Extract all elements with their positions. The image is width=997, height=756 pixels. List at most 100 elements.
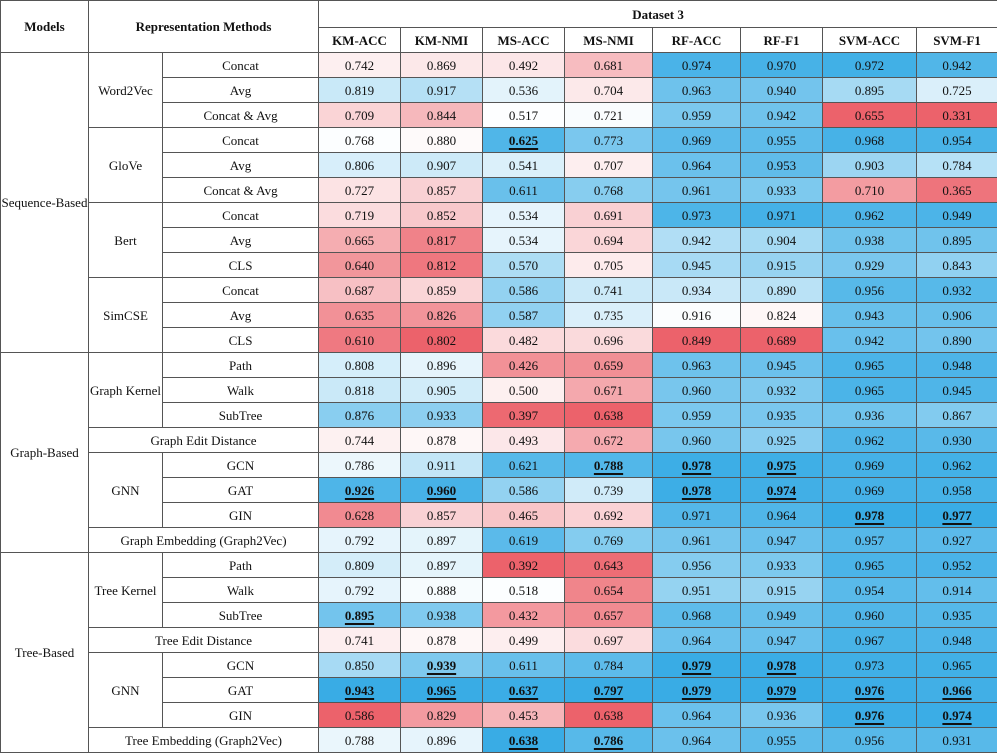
metric-value: 0.788	[593, 457, 624, 473]
metric-value: 0.587	[508, 307, 539, 323]
metric-value: 0.878	[426, 432, 457, 448]
metric-value: 0.972	[854, 57, 885, 73]
metric-cell: 0.707	[564, 152, 654, 178]
metric-cell: 0.974	[652, 52, 742, 78]
metric-cell: 0.955	[740, 127, 824, 153]
metric-value: 0.492	[508, 57, 539, 73]
metric-value: 0.818	[344, 382, 375, 398]
metric-value: 0.925	[766, 432, 797, 448]
method-variant-label: GIN	[161, 702, 320, 728]
metric-cell: 0.962	[916, 452, 997, 478]
metric-cell: 0.818	[318, 377, 402, 403]
metric-value: 0.959	[681, 107, 712, 123]
metric-cell: 0.960	[822, 602, 918, 628]
metric-cell: 0.903	[822, 152, 918, 178]
metric-cell: 0.945	[916, 377, 997, 403]
metric-value: 0.397	[508, 407, 539, 423]
metric-value: 0.773	[593, 132, 624, 148]
metric-value: 0.725	[942, 82, 972, 98]
metric-cell: 0.638	[564, 402, 654, 428]
metric-cell: 0.741	[564, 277, 654, 303]
metric-value: 0.961	[681, 182, 712, 198]
metric-cell: 0.953	[740, 152, 824, 178]
metric-value: 0.945	[942, 382, 972, 398]
metric-cell: 0.907	[400, 152, 484, 178]
method-variant-label: GAT	[161, 677, 320, 703]
metric-cell: 0.914	[916, 577, 997, 603]
metric-cell: 0.976	[822, 702, 918, 728]
metric-value: 0.611	[509, 182, 538, 198]
table-row: Avg 0.806 0.907 0.541 0.707 0.964 0.953 0.903 0.…	[1, 152, 997, 178]
table-row: Graph Embedding (Graph2Vec) 0.792 0.897 0.6…	[1, 527, 997, 553]
table-row: Walk 0.818 0.905 0.500 0.671 0.960 0.932 0.965 0…	[1, 377, 997, 403]
metric-value: 0.808	[344, 357, 375, 373]
metric-cell: 0.727	[318, 177, 402, 203]
metric-cell: 0.610	[318, 327, 402, 353]
table-row: GAT 0.926 0.960 0.586 0.739 0.978 0.974 0.969 0.…	[1, 477, 997, 503]
metric-value: 0.966	[942, 682, 972, 698]
metric-cell: 0.947	[740, 527, 824, 553]
metric-value: 0.964	[681, 157, 712, 173]
table-row: GNN GCN 0.786 0.911 0.621 0.788 0.978 0.975 0.96…	[1, 452, 997, 528]
metric-cell: 0.744	[318, 427, 402, 453]
metric-value: 0.917	[426, 82, 457, 98]
metric-cell: 0.968	[652, 602, 742, 628]
metric-value: 0.635	[344, 307, 375, 323]
metric-value: 0.979	[681, 682, 712, 698]
metric-value: 0.536	[508, 82, 539, 98]
metric-value: 0.876	[344, 407, 375, 423]
metric-value: 0.977	[942, 507, 972, 523]
metric-value: 0.824	[766, 307, 797, 323]
metric-header: MS-ACC	[482, 27, 566, 53]
metric-cell: 0.963	[652, 77, 742, 103]
metric-cell: 0.637	[482, 677, 566, 703]
table-row: GNN GCN 0.850 0.939 0.611 0.784 0.979 0.978 0.97…	[1, 652, 997, 728]
metric-cell: 0.725	[916, 77, 997, 103]
metric-value: 0.933	[766, 557, 797, 573]
metric-value: 0.945	[681, 257, 712, 273]
model-group-label: Graph-Based	[0, 352, 89, 553]
metric-cell: 0.888	[400, 577, 484, 603]
metric-cell: 0.935	[740, 402, 824, 428]
metric-cell: 0.819	[318, 77, 402, 103]
metric-value: 0.916	[681, 307, 712, 323]
metric-value: 0.586	[508, 482, 539, 498]
table-row: Graph Edit Distance 0.744 0.878 0.493 0.672 0…	[1, 427, 997, 453]
method-variant-label: Concat & Avg	[161, 102, 320, 128]
metric-value: 0.949	[942, 207, 972, 223]
metric-cell: 0.719	[318, 202, 402, 228]
metric-value: 0.931	[942, 732, 972, 748]
metric-value: 0.426	[508, 357, 539, 373]
metric-cell: 0.961	[652, 527, 742, 553]
metric-cell: 0.938	[400, 602, 484, 628]
metric-header: RF-ACC	[652, 27, 742, 53]
metric-cell: 0.939	[400, 652, 484, 678]
method-variant-label: Concat	[161, 202, 320, 228]
metric-cell: 0.954	[916, 127, 997, 153]
metric-value: 0.963	[681, 82, 712, 98]
metric-cell: 0.960	[652, 427, 742, 453]
metric-cell: 0.694	[564, 227, 654, 253]
methods-header: Representation Methods	[87, 0, 320, 53]
method-variant-label: SubTree	[161, 402, 320, 428]
method-variant-label: GCN	[161, 452, 320, 478]
metric-value: 0.942	[942, 57, 972, 73]
metric-cell: 0.621	[482, 452, 566, 478]
metric-value: 0.951	[681, 582, 712, 598]
metric-value: 0.932	[766, 382, 797, 398]
metric-value: 0.942	[766, 107, 797, 123]
metric-cell: 0.897	[400, 527, 484, 553]
metric-value: 0.895	[344, 607, 375, 623]
metric-value: 0.453	[508, 707, 539, 723]
metric-cell: 0.926	[318, 477, 402, 503]
metric-value: 0.867	[942, 407, 972, 423]
metric-cell: 0.426	[482, 352, 566, 378]
metric-cell: 0.945	[740, 352, 824, 378]
metric-cell: 0.963	[652, 352, 742, 378]
metric-value: 0.541	[508, 157, 539, 173]
method-label: Graph Edit Distance	[87, 427, 320, 453]
metric-cell: 0.959	[652, 402, 742, 428]
metric-cell: 0.705	[564, 252, 654, 278]
metric-value: 0.619	[508, 532, 539, 548]
metric-value: 0.915	[766, 257, 797, 273]
